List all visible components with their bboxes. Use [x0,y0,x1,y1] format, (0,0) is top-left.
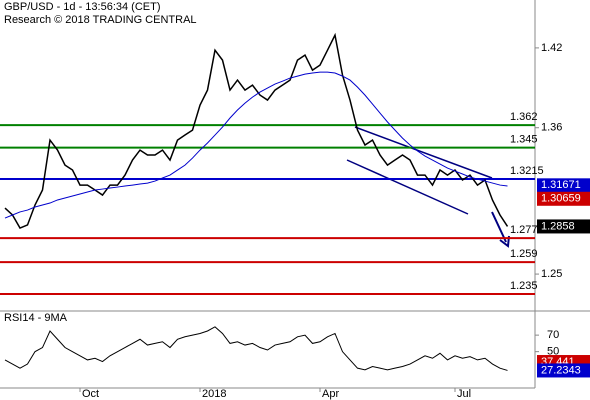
price-tag-label: 1.2858 [541,220,575,232]
price-tag [537,219,590,234]
x-tick-label: 2018 [202,388,226,400]
x-tick-label: Jul [457,388,471,400]
price-tag [537,191,590,206]
y-tick-label: 50 [547,346,559,358]
level-label: 1.235 [510,280,538,292]
level-label: 1.362 [510,111,538,123]
forecast-arrow [491,211,510,248]
price-tag-label: 1.30659 [541,193,581,205]
data-line [4,71,508,219]
chart-subtitle: Research © 2018 TRADING CENTRAL [4,14,197,26]
y-tick-label: 1.36 [541,122,562,134]
y-tick-label: 70 [547,329,559,341]
rsi-title: RSI14 - 9MA [4,312,68,324]
price-tag-label: 1.31671 [541,179,581,191]
channel-line [354,126,493,179]
level-label: 1.3215 [510,165,544,177]
data-line [4,32,509,229]
level-label: 1.259 [510,248,538,260]
price-tag [537,363,590,378]
x-tick-label: Oct [82,388,99,400]
level-label: 1.345 [510,134,538,146]
data-line [4,326,508,371]
y-tick-label: 1.42 [541,42,562,54]
level-label: 1.277 [510,224,538,236]
price-tag [537,178,590,193]
channel-line [346,159,469,215]
chart-title: GBP/USD - 1d - 13:56:34 (CET) [4,1,161,13]
x-tick-label: Apr [322,388,339,400]
y-tick-label: 1.25 [541,268,562,280]
price-tag-label: 27.2343 [541,364,581,376]
